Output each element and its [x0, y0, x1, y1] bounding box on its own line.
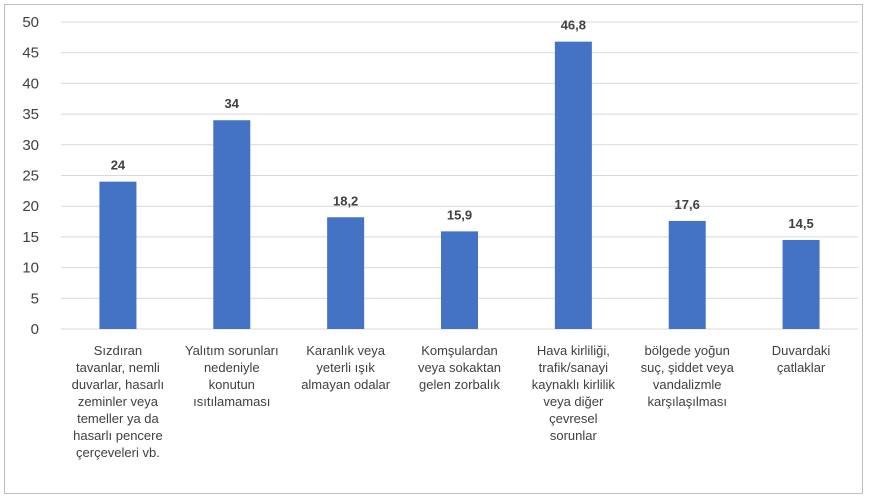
x-tick-label: bölgede yoğun suç, şiddet veya vandalizm… [640, 343, 734, 409]
bar [327, 217, 365, 329]
x-tick-label: Komşulardan veya sokaktan gelen zorbalık [417, 343, 502, 392]
bar [782, 239, 820, 329]
x-tick-label: Sızdıran tavanlar, nemli duvarlar, hasar… [71, 343, 165, 460]
x-tick-label: Yalıtım sorunları nedeniyle konutun ısıt… [184, 343, 279, 409]
y-tick-label: 25 [22, 168, 39, 185]
y-tick-label: 45 [22, 45, 39, 62]
y-tick-label: 30 [22, 137, 39, 154]
data-label: 46,8 [561, 18, 586, 33]
bar [554, 41, 592, 329]
chart-frame: 0 5 10 15 20 25 30 35 40 45 50 24 34 18,2 15,9 46,8 17,6… [4, 4, 863, 494]
data-label: 24 [111, 158, 126, 173]
y-tick-label: 15 [22, 229, 39, 246]
y-tick-label: 0 [31, 321, 39, 338]
data-label: 15,9 [447, 207, 472, 222]
bar-chart: 0 5 10 15 20 25 30 35 40 45 50 24 34 18,2 15,9 46,8 17,6… [22, 14, 858, 338]
y-tick-label: 35 [22, 106, 39, 123]
bar [99, 181, 137, 329]
bar [441, 231, 478, 329]
y-tick-label: 50 [22, 14, 39, 31]
y-tick-label: 5 [31, 290, 39, 307]
data-label: 34 [225, 96, 240, 111]
data-label: 17,6 [675, 197, 700, 212]
y-tick-label: 40 [22, 75, 39, 92]
x-tick-label: Duvardaki çatlaklar [771, 343, 831, 375]
y-tick-label: 10 [22, 260, 39, 277]
x-tick-label: Karanlık veya yeterli ışık almayan odala… [301, 343, 391, 392]
x-tick-label: Hava kirliliği, trafik/sanayi kaynaklı k… [531, 343, 615, 443]
data-label: 18,2 [333, 193, 358, 208]
data-label: 14,5 [788, 216, 813, 231]
bar [668, 220, 706, 329]
y-tick-label: 20 [22, 198, 39, 215]
bar [213, 120, 251, 330]
